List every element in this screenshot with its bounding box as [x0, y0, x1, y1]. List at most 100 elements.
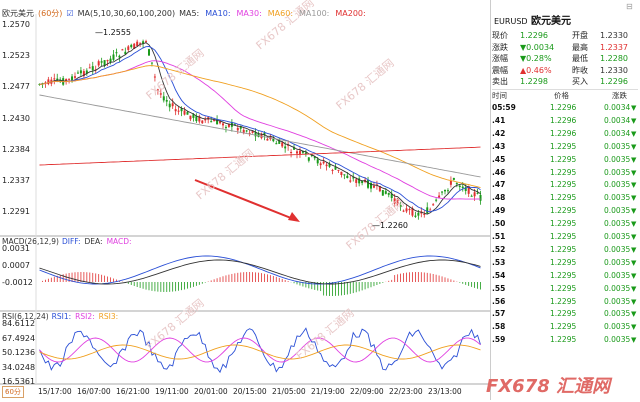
tick-price: 1.2295 — [550, 244, 577, 254]
candle-body — [233, 124, 236, 126]
quote-row: 涨幅 ▼0.28% 最低 1.2280 — [492, 53, 638, 64]
candle-body — [319, 163, 322, 166]
macd-legend-item: DEA: — [84, 237, 103, 246]
time-tick-label: 19/11:00 — [155, 387, 189, 396]
candle-body — [370, 182, 372, 189]
macd-legend-item: MACD: — [106, 237, 132, 246]
quote-value: ▼0.28% — [520, 54, 552, 63]
panel-toolbar-icons[interactable]: ⊟ — [626, 2, 633, 11]
quote-label: 昨收 — [572, 65, 588, 75]
ma5-line — [39, 42, 481, 215]
tick-row: .47 1.2295 0.0035 ▼ — [492, 179, 638, 191]
tick-time: .51 — [492, 232, 506, 241]
time-tick-label: 15/17:00 — [38, 387, 72, 396]
down-arrow-icon: ▼ — [631, 271, 637, 280]
axis-tick-label: 1.2337 — [2, 176, 30, 185]
candle-body — [251, 131, 254, 133]
candle-body — [384, 191, 387, 194]
candle-body — [429, 209, 432, 211]
candle-body — [130, 44, 133, 48]
candle-body — [476, 192, 479, 194]
tick-row: .54 1.2295 0.0035 ▼ — [492, 270, 638, 282]
quote-value: 1.2296 — [520, 31, 548, 40]
watermark-text: FX678 汇通网 — [144, 46, 207, 102]
candle-body — [334, 166, 337, 170]
candle-body — [219, 121, 222, 124]
tick-change: 0.0035 — [604, 322, 631, 332]
tick-time: .59 — [492, 335, 506, 345]
candle-body — [393, 198, 396, 204]
candle-body — [248, 132, 251, 134]
tick-header: 时间 价格 涨跌 — [492, 89, 638, 102]
ma-checkbox-icon[interactable]: ☑ — [66, 9, 74, 18]
axis-tick-label: -0.0012 — [2, 278, 33, 287]
candle-body — [464, 187, 467, 191]
period-button[interactable]: 60分 — [2, 386, 24, 398]
symbol-label: 欧元美元 — [2, 9, 34, 18]
tick-time: .48 — [492, 193, 506, 203]
tick-price: 1.2295 — [550, 219, 577, 229]
candle-body — [387, 193, 390, 195]
candle-body — [473, 192, 476, 197]
candle-body — [222, 123, 224, 126]
macd-header: MACD(26,12,9) DIFF: DEA: MACD: — [2, 237, 132, 246]
rsi-legend: RSI1: RSI2: RSI3: — [52, 312, 118, 321]
quote-value: 1.2330 — [600, 31, 628, 40]
candle-body — [346, 175, 349, 179]
candle-body — [85, 70, 88, 74]
candle-body — [91, 66, 94, 71]
axis-tick-label: 0.0007 — [2, 261, 30, 270]
candle-body — [444, 189, 446, 192]
quote-label: 买入 — [572, 77, 588, 86]
quote-label: 现价 — [492, 31, 508, 40]
tick-price: 1.2295 — [550, 270, 577, 280]
tick-row: .56 1.2295 0.0035 ▼ — [492, 296, 638, 308]
down-arrow-icon: ▼ — [631, 116, 637, 125]
candle-body — [112, 54, 115, 60]
candle-body — [204, 118, 207, 121]
ma30-line — [39, 60, 481, 200]
candle-body — [301, 150, 304, 153]
tick-time: .49 — [492, 206, 506, 216]
candle-body — [100, 61, 103, 63]
candle-body — [372, 185, 375, 188]
quote-row: 卖出 1.2298 买入 1.2296 — [492, 76, 638, 87]
down-arrow-icon: ▼ — [631, 129, 637, 138]
watermark-text: FX678 汇通网 — [294, 306, 357, 362]
candle-body — [313, 156, 316, 159]
candle-body — [461, 186, 464, 189]
macd-label: MACD(26,12,9) — [2, 237, 59, 246]
candle-body — [109, 58, 112, 62]
tick-row: .48 1.2295 0.0035 ▼ — [492, 192, 638, 204]
candle-body — [189, 115, 192, 120]
candle-body — [296, 151, 298, 154]
candle-body — [328, 163, 331, 167]
candle-body — [74, 76, 76, 78]
candle-body — [168, 103, 171, 108]
candle-body — [97, 61, 100, 66]
tick-time: .53 — [492, 257, 506, 267]
quote-value: 1.2330 — [600, 65, 628, 75]
ma60-line — [39, 65, 481, 189]
tick-price: 1.2296 — [550, 128, 577, 138]
chart-canvas[interactable]: FX678 汇通网 FX678 汇通网 FX678 汇通网 FX678 汇通网 FX67… — [0, 0, 490, 400]
candle-body — [402, 210, 405, 212]
candle-body — [367, 180, 370, 188]
candle-body — [156, 89, 159, 91]
candle-body — [136, 41, 139, 46]
time-tick-label: 23/13:00 — [428, 387, 462, 396]
tick-row: .46 1.2295 0.0035 ▼ — [492, 167, 638, 179]
tick-time: .54 — [492, 270, 506, 280]
chart-header: 欧元美元 (60分) ☑ MA(5,10,30,60,100,200) MA5:… — [2, 8, 366, 20]
candle-body — [281, 142, 284, 147]
tick-row: .42 1.2296 0.0034 ▼ — [492, 128, 638, 140]
tick-time: .46 — [492, 167, 506, 177]
tick-time: .45 — [492, 154, 506, 164]
tick-row: .51 1.2295 0.0035 ▼ — [492, 231, 638, 243]
watermark-text: FX678 汇通网 — [144, 296, 207, 352]
kline-chart-area[interactable]: FX678 汇通网 FX678 汇通网 FX678 汇通网 FX678 汇通网 FX67… — [0, 0, 490, 400]
tick-time: .55 — [492, 283, 506, 293]
tick-price: 1.2295 — [550, 193, 577, 203]
candle-body — [432, 204, 435, 206]
down-arrow-icon: ▼ — [631, 155, 637, 164]
